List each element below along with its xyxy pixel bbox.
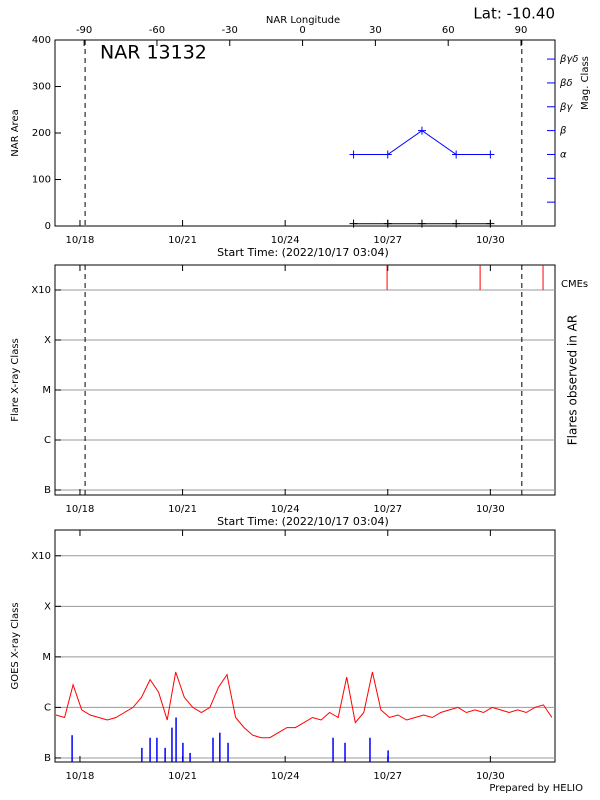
y2-tick-label: α: [560, 149, 567, 160]
x-tick-label: 10/27: [373, 771, 402, 782]
x-tick-label: 10/21: [168, 235, 197, 246]
point-marker: [486, 219, 495, 228]
x-tick-label: 10/21: [168, 504, 197, 515]
y-tick-label: X10: [31, 285, 51, 296]
x-tick-label: 10/24: [271, 235, 300, 246]
point-marker: [417, 126, 426, 135]
x2-tick-label: 0: [299, 25, 305, 36]
x2-tick-label: 90: [515, 25, 528, 36]
plot-frame: [54, 264, 556, 496]
y-tick-label: C: [44, 702, 51, 713]
x2-tick-label: -60: [149, 25, 165, 36]
x-tick-label: 10/24: [271, 771, 300, 782]
chart-title: NAR 13132: [100, 42, 207, 64]
y2-label: Flares observed in AR: [566, 315, 580, 445]
y-tick-label: 400: [32, 35, 51, 46]
plot-frame: [54, 529, 556, 763]
point-marker: [452, 219, 461, 228]
y-tick-label: X: [44, 335, 51, 346]
footer: Prepared by HELIO: [489, 783, 583, 794]
plot-frame: [54, 39, 556, 227]
x2-tick-label: 30: [369, 25, 382, 36]
x-tick-label: 10/18: [66, 504, 95, 515]
point-marker: [383, 219, 392, 228]
y2-tick-label: β: [559, 126, 567, 137]
point-marker: [452, 150, 461, 159]
x-tick-label: 10/30: [476, 235, 505, 246]
y-tick-label: M: [42, 652, 51, 663]
x-label: Start Time: (2022/10/17 03:04): [217, 515, 389, 528]
y2-label: Mag. Class: [580, 56, 591, 110]
point-marker: [417, 219, 426, 228]
x-tick-label: 10/30: [476, 771, 505, 782]
point-marker: [383, 150, 392, 159]
y-tick-label: 200: [32, 128, 51, 139]
x-label: Start Time: (2022/10/17 03:04): [217, 246, 389, 259]
point-marker: [486, 150, 495, 159]
y2-tick-label: βδ: [559, 78, 573, 89]
y-tick-label: M: [42, 385, 51, 396]
series-line: [55, 671, 553, 739]
y-tick-label: B: [44, 485, 51, 496]
x-tick-label: 10/27: [373, 504, 402, 515]
x-tick-label: 10/24: [271, 504, 300, 515]
y-label: GOES X-ray Class: [10, 602, 21, 689]
y2-tick-label: βγδ: [559, 54, 578, 65]
x2-tick-label: 60: [442, 25, 455, 36]
y-tick-label: X10: [31, 551, 51, 562]
point-marker: [349, 150, 358, 159]
x2-label: NAR Longitude: [266, 15, 340, 26]
y-tick-label: 0: [45, 221, 51, 232]
y-tick-label: 300: [32, 82, 51, 93]
y-label: Flare X-ray Class: [10, 338, 21, 422]
x2-tick-label: -30: [222, 25, 238, 36]
latitude: Lat: -10.40: [473, 5, 555, 23]
y-label: NAR Area: [10, 109, 21, 156]
x-tick-label: 10/27: [373, 235, 402, 246]
x2-tick-label: -90: [76, 25, 92, 36]
x-tick-label: 10/18: [66, 235, 95, 246]
point-marker: [349, 219, 358, 228]
y-tick-label: C: [44, 435, 51, 446]
y2-tick-label: βγ: [559, 102, 573, 113]
y-tick-label: X: [44, 601, 51, 612]
y-tick-label: 100: [32, 175, 51, 186]
x-tick-label: 10/30: [476, 504, 505, 515]
y-tick-label: B: [44, 753, 51, 764]
x-tick-label: 10/18: [66, 771, 95, 782]
cme-legend: CMEs: [561, 279, 588, 290]
x-tick-label: 10/21: [168, 771, 197, 782]
